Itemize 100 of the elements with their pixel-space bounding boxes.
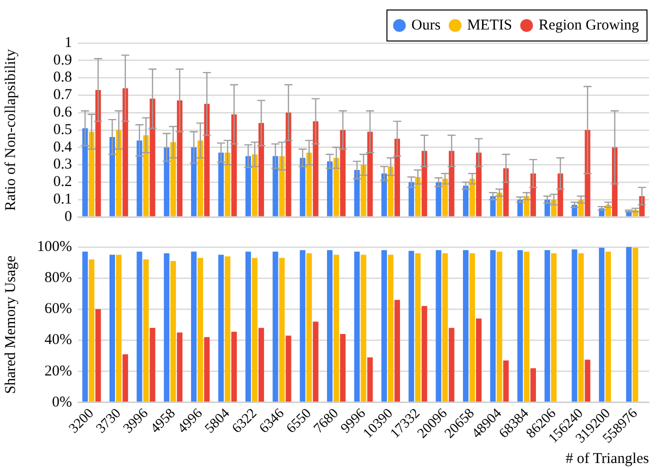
bar xyxy=(334,254,340,402)
bar xyxy=(469,178,476,216)
y-tick-label: 0% xyxy=(52,394,72,410)
bar xyxy=(252,258,258,402)
bar xyxy=(503,360,509,402)
bar xyxy=(415,176,421,216)
y-tick-label: 0.7 xyxy=(53,87,72,104)
bar xyxy=(490,196,496,216)
y-tick-label: 0.8 xyxy=(53,70,72,86)
bar xyxy=(136,140,142,216)
bar xyxy=(170,260,176,402)
y-tick-label: 0.3 xyxy=(53,156,72,173)
bar xyxy=(327,161,333,216)
y-tick-label: 20% xyxy=(44,363,72,380)
bar xyxy=(224,152,230,216)
y-axis-title: Shared Memory Usage xyxy=(2,255,19,394)
bar xyxy=(436,182,442,216)
bar xyxy=(95,90,101,216)
bar xyxy=(252,154,258,216)
bar xyxy=(530,368,536,402)
bar xyxy=(82,252,88,402)
bar xyxy=(170,142,176,216)
y-tick-label: 40% xyxy=(44,332,72,348)
bar xyxy=(394,138,400,216)
bar xyxy=(300,250,306,402)
bar xyxy=(150,98,156,216)
bar xyxy=(354,170,360,216)
bar xyxy=(448,150,454,216)
bar xyxy=(408,182,414,216)
x-tick-label: 6322 xyxy=(230,406,260,437)
bar xyxy=(306,253,312,402)
bar xyxy=(191,147,197,216)
bar xyxy=(496,252,502,402)
bar xyxy=(551,253,557,402)
bar xyxy=(95,309,101,402)
bar xyxy=(231,114,237,216)
legend-label: METIS xyxy=(467,17,512,34)
bar xyxy=(312,322,318,402)
bar xyxy=(136,252,142,402)
bar xyxy=(258,328,264,402)
bar xyxy=(448,328,454,402)
legend-label: Ours xyxy=(411,17,441,34)
bar xyxy=(367,132,373,216)
bar xyxy=(408,250,414,402)
bar xyxy=(191,252,197,402)
bar xyxy=(312,121,318,216)
bar xyxy=(578,200,584,216)
bar xyxy=(544,250,550,402)
bar xyxy=(490,250,496,402)
bar xyxy=(164,253,170,402)
bar xyxy=(524,196,530,216)
bar xyxy=(632,248,638,402)
bar xyxy=(503,168,509,216)
bar xyxy=(572,249,578,402)
bar xyxy=(442,253,448,402)
y-tick-label: 1 xyxy=(64,34,72,51)
bar xyxy=(272,252,278,402)
bar xyxy=(442,178,448,216)
bar xyxy=(340,334,346,402)
bar xyxy=(436,250,442,402)
bar xyxy=(360,254,366,402)
bar xyxy=(245,156,251,216)
bar xyxy=(279,156,285,216)
bar xyxy=(394,300,400,402)
bar xyxy=(354,252,360,402)
bar xyxy=(198,140,204,216)
bar xyxy=(462,186,469,216)
bar xyxy=(496,192,502,216)
y-tick-label: 0.5 xyxy=(53,122,72,138)
bar xyxy=(605,252,611,402)
bar xyxy=(279,258,285,402)
bar xyxy=(258,123,264,216)
bar xyxy=(584,360,590,402)
bar xyxy=(164,147,170,216)
bar xyxy=(176,332,182,402)
bar xyxy=(469,253,476,402)
bar xyxy=(626,247,632,402)
x-tick-label: 4958 xyxy=(148,406,179,437)
y-tick-label: 0.6 xyxy=(53,104,72,121)
bar xyxy=(231,332,237,402)
bar xyxy=(88,259,94,402)
y-tick-label: 0 xyxy=(64,208,72,225)
bar xyxy=(306,152,312,216)
bar xyxy=(218,152,224,216)
bar xyxy=(122,88,128,216)
y-tick-label: 100% xyxy=(37,238,72,255)
bar xyxy=(109,254,116,402)
bar xyxy=(218,254,224,402)
bar xyxy=(116,130,122,216)
bar xyxy=(82,128,88,216)
bar xyxy=(381,174,387,216)
bar xyxy=(578,253,584,402)
y-tick-label: 80% xyxy=(44,270,72,286)
bar xyxy=(422,306,428,402)
bar xyxy=(204,104,210,216)
bar xyxy=(122,354,128,402)
bar xyxy=(415,253,421,402)
bar xyxy=(360,164,366,216)
legend-label: Region Growing xyxy=(538,17,640,34)
bar xyxy=(388,166,394,216)
